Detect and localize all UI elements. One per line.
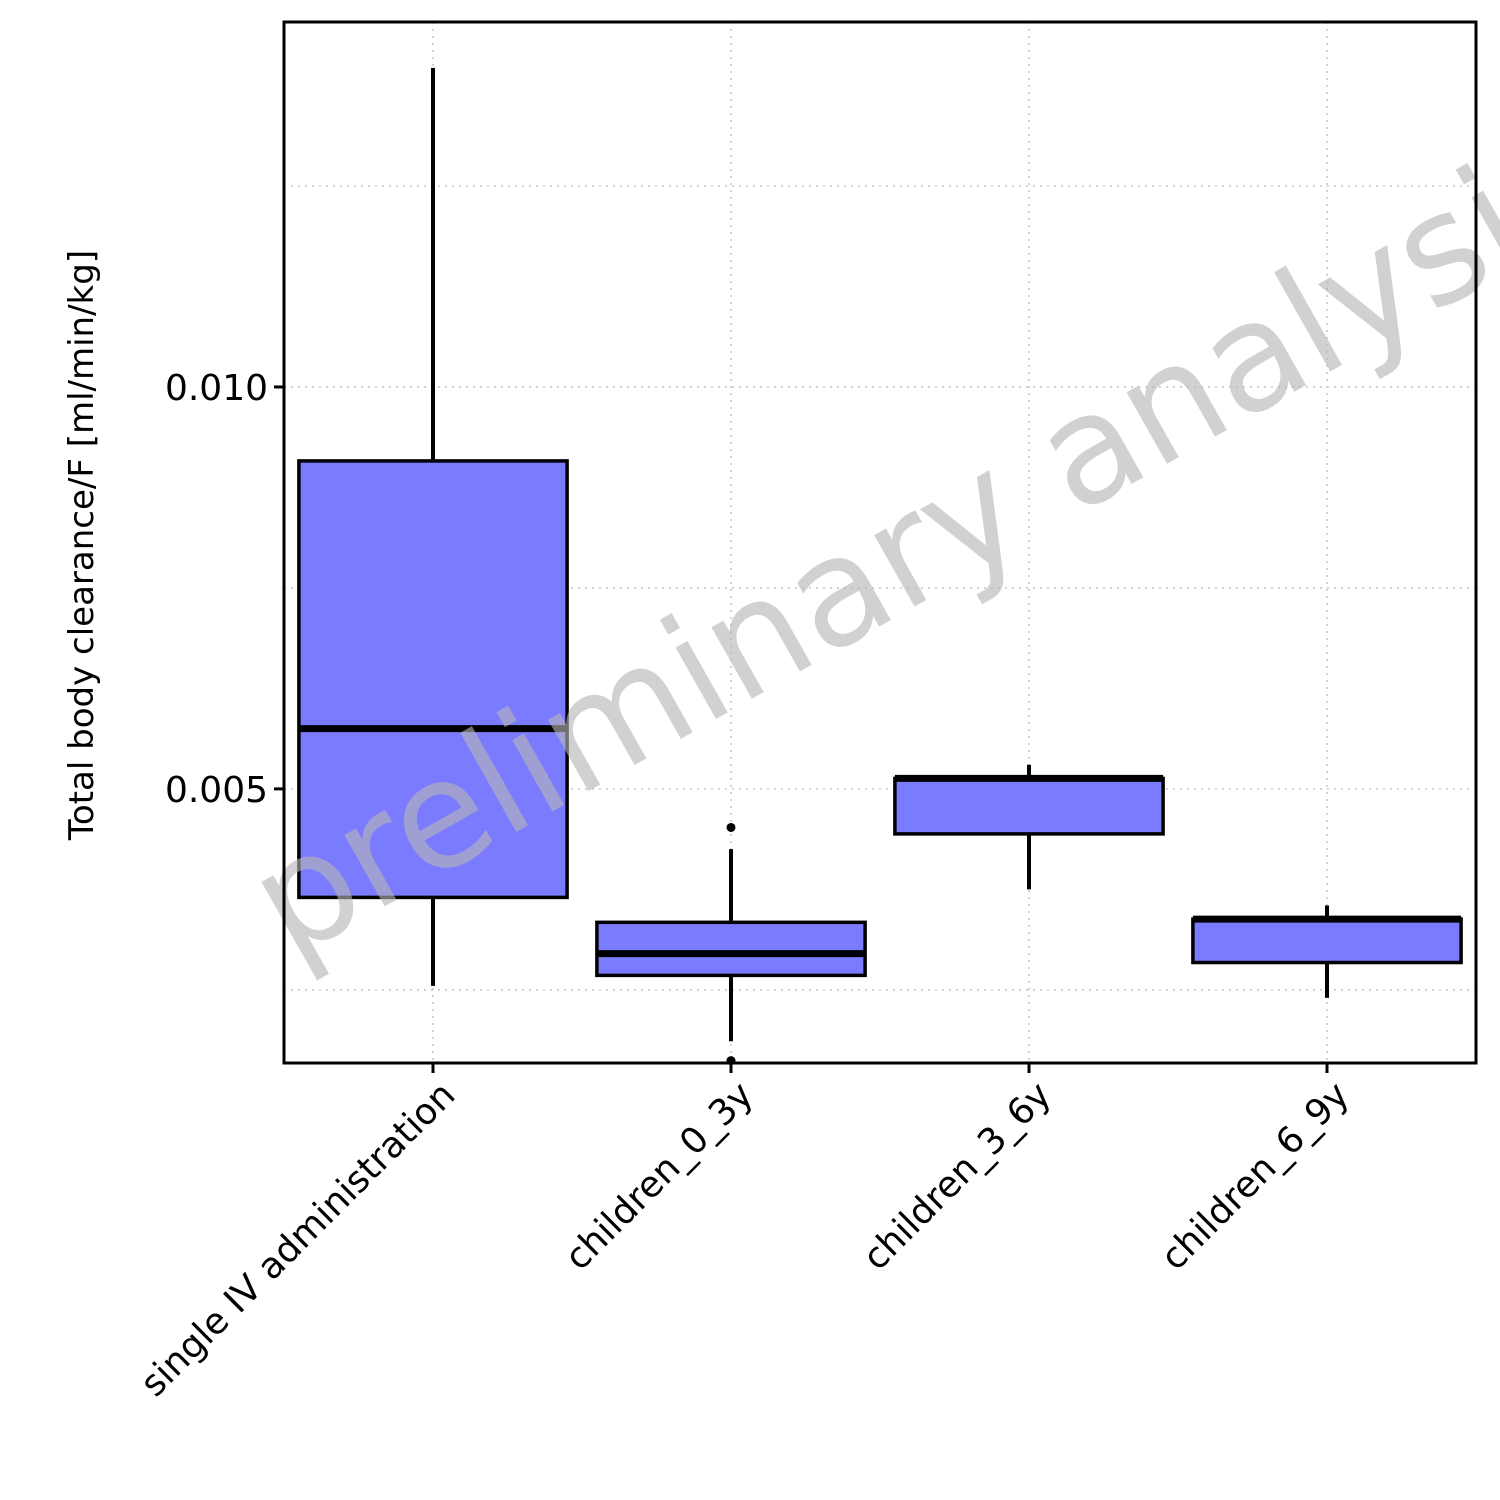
- box-children_0_3y: [595, 822, 867, 1066]
- box-single IV administration: [297, 67, 569, 986]
- x-tick-label: single IV administration: [133, 1074, 463, 1404]
- box-iqr: [1191, 917, 1463, 965]
- y-tick-label: 0.005: [165, 770, 268, 811]
- plot-panel-border: [282, 20, 1478, 1065]
- y-tick-label: 0.010: [165, 368, 268, 409]
- box-iqr: [595, 920, 867, 978]
- x-tick-label: children_3_6y: [855, 1074, 1059, 1278]
- boxes-layer: [297, 67, 1463, 1066]
- y-axis: 0.005 0.010: [165, 368, 284, 811]
- box-children_3_6y: [893, 764, 1165, 890]
- x-tick-label: children_6_9y: [1153, 1074, 1357, 1278]
- box-iqr: [297, 459, 569, 900]
- box-children_6_9y: [1191, 905, 1463, 998]
- y-axis-title-group: Total body clearance/F [ml/min/kg]: [62, 250, 102, 841]
- x-tick-label: children_0_3y: [557, 1074, 761, 1278]
- grid-lines: [284, 22, 1476, 1063]
- outlier-point: [726, 822, 736, 832]
- y-axis-title: Total body clearance/F [ml/min/kg]: [62, 250, 102, 841]
- box-iqr: [893, 776, 1165, 836]
- x-axis: single IV administration children_0_3y chi…: [133, 1063, 1357, 1405]
